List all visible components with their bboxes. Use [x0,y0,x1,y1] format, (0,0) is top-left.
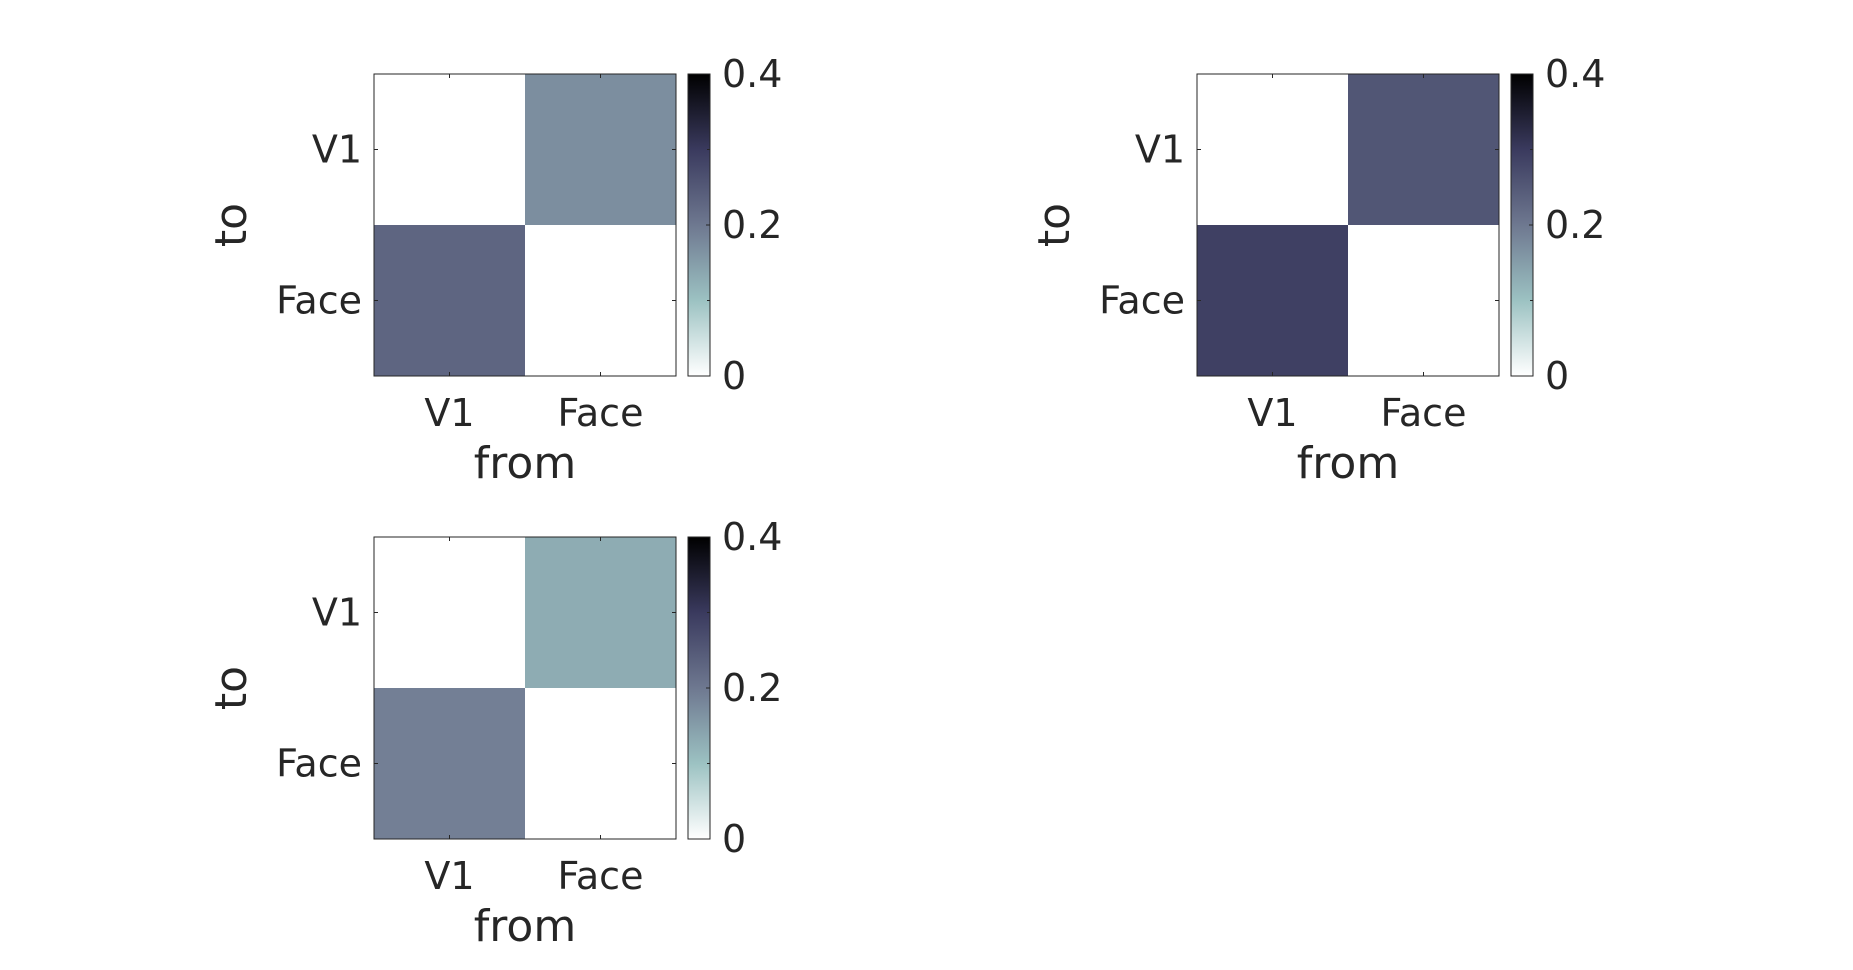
x-tick-label: Face [558,391,644,435]
heatmap-cell-Face-V1 [374,225,525,376]
colorbar-tick-label: 0.4 [722,52,782,96]
x-tick-label: V1 [1247,391,1297,435]
x-axis-label: from [474,438,576,489]
heatmap-cell-V1-Face [1348,74,1499,225]
y-axis-label: to [206,203,257,247]
heatmap-cell-V1-V1 [374,74,525,225]
heatmap-cell-V1-Face [525,537,676,688]
colorbar-tick-label: 0.2 [1545,203,1605,247]
y-tick-label: Face [1099,279,1185,323]
y-axis-label: to [206,666,257,710]
y-axis-label: to [1029,203,1080,247]
y-tick-label: Face [276,279,362,323]
x-tick-label: V1 [424,391,474,435]
heatmap-cell-Face-V1 [374,688,525,839]
colorbar-tick-label: 0.4 [1545,52,1605,96]
colorbar-tick-label: 0 [1545,354,1569,398]
heatmap-cell-Face-Face [525,225,676,376]
axes-frame [373,536,677,840]
colorbar-tick-label: 0 [722,354,746,398]
heatmap-cell-V1-V1 [374,537,525,688]
heatmap-cell-Face-Face [1348,225,1499,376]
y-tick-label: V1 [312,591,362,635]
colorbar-tick-label: 0.2 [722,203,782,247]
colorbar-tick-label: 0 [722,817,746,861]
x-tick-label: V1 [424,854,474,898]
heatmap-cell-V1-Face [525,74,676,225]
x-axis-label: from [474,901,576,952]
colorbar-tick-label: 0.4 [722,515,782,559]
y-tick-label: V1 [1135,128,1185,172]
y-tick-label: V1 [312,128,362,172]
x-tick-label: Face [1381,391,1467,435]
y-tick-label: Face [276,742,362,786]
x-tick-label: Face [558,854,644,898]
heatmap-cell-Face-Face [525,688,676,839]
x-axis-label: from [1297,438,1399,489]
axes-frame [1196,73,1500,377]
heatmap-cell-V1-V1 [1197,74,1348,225]
heatmap-cell-Face-V1 [1197,225,1348,376]
colorbar-tick-label: 0.2 [722,666,782,710]
axes-frame [373,73,677,377]
